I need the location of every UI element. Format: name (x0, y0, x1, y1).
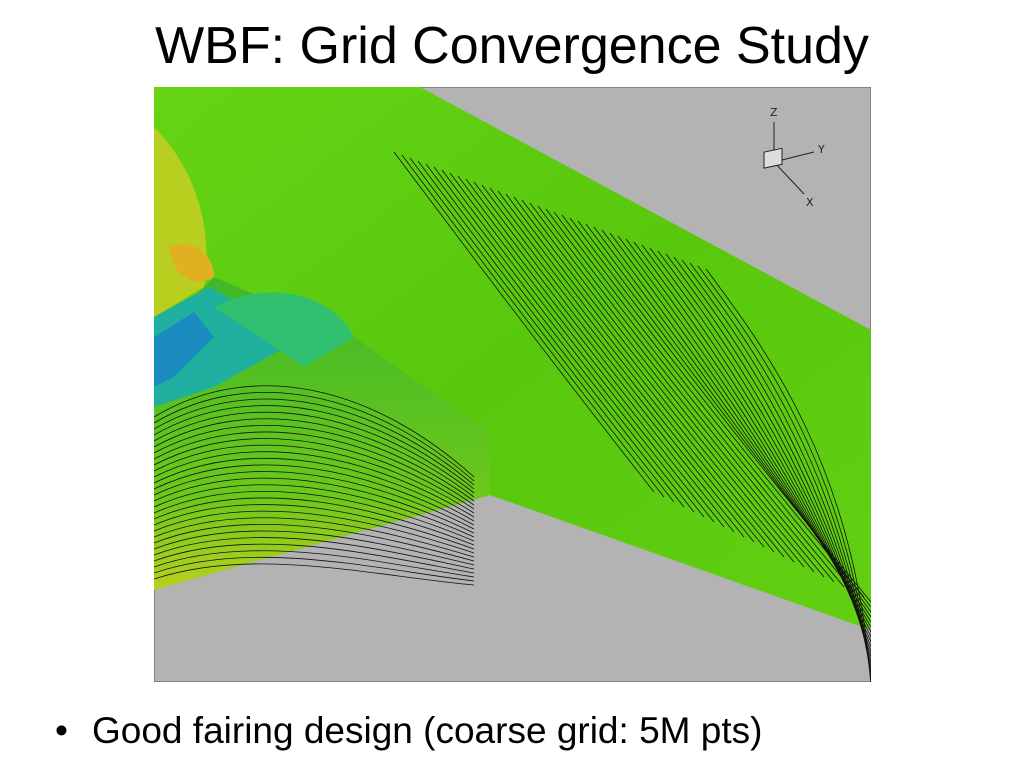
streamline (154, 385, 475, 478)
streamline (409, 157, 675, 503)
streamlines (154, 151, 871, 682)
streamline (154, 431, 475, 506)
streamline (537, 205, 835, 583)
streamline (417, 160, 685, 508)
streamline (529, 202, 825, 578)
streamline (433, 166, 705, 518)
slide-title: WBF: Grid Convergence Study (155, 17, 869, 75)
streamline (521, 199, 815, 573)
streamline (154, 438, 475, 510)
streamline (553, 211, 855, 593)
streamline (154, 537, 475, 570)
streamline (154, 471, 475, 530)
streamline (154, 391, 475, 482)
streamline (154, 405, 475, 490)
streamline (154, 510, 475, 554)
streamline (154, 491, 475, 542)
streamline (425, 163, 695, 513)
streamline (154, 504, 475, 550)
streamline (697, 265, 871, 682)
streamline (625, 238, 871, 638)
streamline (665, 253, 871, 663)
streamline (154, 451, 475, 518)
cfd-figure: Z Y X (154, 87, 871, 682)
streamline (154, 398, 475, 486)
axis-label: Y (817, 143, 825, 156)
streamline (497, 190, 785, 558)
streamline (154, 484, 475, 538)
streamline (489, 187, 775, 553)
streamline (505, 193, 795, 563)
streamline (617, 235, 871, 633)
streamline (449, 172, 725, 528)
bullet-list: Good fairing design (coarse grid: 5M pts… (55, 710, 762, 752)
streamline (154, 556, 475, 582)
axis-label: Z (770, 106, 778, 119)
streamline (154, 523, 475, 562)
axis-triad: Z Y X (763, 106, 825, 209)
streamline (457, 175, 735, 533)
streamline (689, 262, 871, 678)
streamline (641, 244, 871, 648)
streamline (649, 247, 871, 653)
streamline (673, 256, 871, 668)
streamline (154, 550, 475, 578)
streamline (473, 181, 755, 543)
streamline (481, 184, 765, 548)
streamline (441, 169, 715, 523)
streamline (705, 268, 871, 682)
streamline (154, 425, 475, 502)
streamline (154, 543, 475, 574)
streamline (465, 178, 745, 538)
streamline (154, 497, 475, 546)
streamline (154, 444, 475, 514)
streamline (154, 563, 475, 586)
contour (169, 243, 214, 282)
streamline (561, 214, 865, 598)
streamline (657, 250, 871, 658)
streamline (393, 151, 655, 493)
streamline (633, 241, 871, 643)
streamline (513, 196, 805, 568)
streamline (154, 418, 475, 498)
streamline (154, 411, 475, 494)
bullet: Good fairing design (coarse grid: 5M pts… (55, 710, 762, 752)
streamline (401, 154, 665, 498)
streamline (681, 259, 871, 673)
contour (154, 312, 214, 387)
streamline (154, 477, 475, 534)
streamline (154, 517, 475, 558)
streamline (154, 458, 475, 522)
streamline (545, 208, 845, 588)
contour (214, 292, 354, 367)
streamline (154, 530, 475, 566)
streamline (154, 464, 475, 526)
axis-label: X (806, 196, 814, 209)
